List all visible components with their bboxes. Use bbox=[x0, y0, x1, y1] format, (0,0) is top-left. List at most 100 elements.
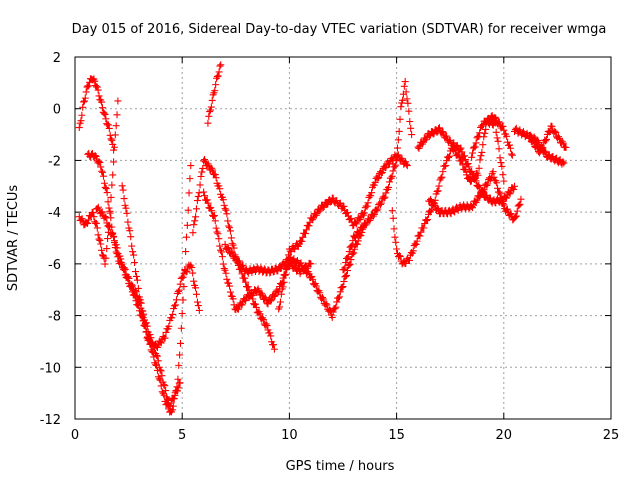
point-marker bbox=[368, 189, 376, 197]
point-marker bbox=[396, 115, 404, 123]
point-marker bbox=[477, 191, 485, 199]
chart-title: Day 015 of 2016, Sidereal Day-to-day VTE… bbox=[72, 22, 607, 37]
point-marker bbox=[512, 212, 520, 220]
point-marker bbox=[89, 76, 97, 84]
point-marker bbox=[396, 252, 404, 260]
point-marker bbox=[270, 292, 278, 300]
point-marker bbox=[200, 188, 208, 196]
point-marker bbox=[93, 224, 101, 232]
point-marker bbox=[91, 152, 99, 160]
point-marker bbox=[224, 244, 232, 252]
point-marker bbox=[106, 207, 114, 215]
point-marker bbox=[345, 248, 353, 256]
point-marker bbox=[342, 259, 350, 267]
y-tick-label: -4 bbox=[48, 206, 61, 221]
point-marker bbox=[226, 288, 234, 296]
point-marker bbox=[443, 132, 451, 140]
point-marker bbox=[215, 68, 223, 76]
point-marker bbox=[392, 238, 400, 246]
point-marker bbox=[221, 266, 229, 274]
y-tick-label: -10 bbox=[40, 361, 61, 376]
point-marker bbox=[276, 303, 284, 311]
point-marker bbox=[177, 324, 185, 332]
x-tick-label: 20 bbox=[496, 428, 513, 443]
point-marker bbox=[81, 94, 89, 102]
point-marker bbox=[503, 132, 511, 140]
point-marker bbox=[360, 209, 368, 217]
point-marker bbox=[496, 154, 504, 162]
point-marker bbox=[469, 170, 477, 178]
point-marker bbox=[499, 200, 507, 208]
point-marker bbox=[84, 219, 92, 227]
point-marker bbox=[131, 259, 139, 267]
point-marker bbox=[208, 164, 216, 172]
point-marker bbox=[481, 129, 489, 137]
point-marker bbox=[390, 225, 398, 233]
point-marker bbox=[403, 162, 411, 170]
point-marker bbox=[538, 146, 546, 154]
point-marker bbox=[216, 185, 224, 193]
point-marker bbox=[157, 382, 165, 390]
point-marker bbox=[363, 202, 371, 210]
point-marker bbox=[179, 296, 187, 304]
point-marker bbox=[374, 205, 382, 213]
point-marker bbox=[112, 122, 120, 130]
point-marker bbox=[124, 274, 132, 282]
point-marker bbox=[176, 379, 184, 387]
point-marker bbox=[369, 212, 377, 220]
point-marker bbox=[172, 387, 180, 395]
point-marker bbox=[495, 145, 503, 153]
point-marker bbox=[326, 306, 334, 314]
point-marker bbox=[502, 194, 510, 202]
point-marker bbox=[232, 253, 240, 261]
point-marker bbox=[194, 192, 202, 200]
point-marker bbox=[469, 149, 477, 157]
y-axis-label: SDTVAR / TECUs bbox=[6, 185, 21, 292]
point-marker bbox=[409, 247, 417, 255]
point-marker bbox=[165, 322, 173, 330]
point-marker bbox=[319, 203, 327, 211]
point-marker bbox=[185, 189, 193, 197]
point-marker bbox=[204, 119, 212, 127]
point-marker bbox=[155, 375, 163, 383]
point-marker bbox=[261, 294, 269, 302]
point-marker bbox=[197, 172, 205, 180]
point-marker bbox=[186, 175, 194, 183]
point-marker bbox=[339, 283, 347, 291]
point-marker bbox=[340, 266, 348, 274]
point-marker bbox=[211, 217, 219, 225]
point-marker bbox=[269, 341, 277, 349]
point-marker bbox=[316, 289, 324, 297]
point-marker bbox=[108, 181, 116, 189]
x-axis-label: GPS time / hours bbox=[286, 459, 395, 474]
point-marker bbox=[340, 277, 348, 285]
point-marker bbox=[227, 248, 235, 256]
point-marker bbox=[222, 206, 230, 214]
point-marker bbox=[497, 159, 505, 167]
point-marker bbox=[401, 78, 409, 86]
point-marker bbox=[402, 88, 410, 96]
point-marker bbox=[489, 168, 497, 176]
point-marker bbox=[123, 273, 131, 281]
point-marker bbox=[312, 282, 320, 290]
point-marker bbox=[78, 111, 86, 119]
point-marker bbox=[426, 132, 434, 140]
point-marker bbox=[93, 83, 101, 91]
point-marker bbox=[120, 266, 128, 274]
point-marker bbox=[169, 310, 177, 318]
point-marker bbox=[395, 127, 403, 135]
point-marker bbox=[417, 228, 425, 236]
point-marker bbox=[342, 272, 350, 280]
point-marker bbox=[94, 203, 102, 211]
point-marker bbox=[457, 144, 465, 152]
point-marker bbox=[267, 332, 275, 340]
point-marker bbox=[157, 339, 165, 347]
point-marker bbox=[195, 189, 203, 197]
point-marker bbox=[461, 155, 469, 163]
point-marker bbox=[404, 99, 412, 107]
point-marker bbox=[388, 207, 396, 215]
point-marker bbox=[331, 305, 339, 313]
point-marker bbox=[434, 204, 442, 212]
point-marker bbox=[323, 201, 331, 209]
point-marker bbox=[171, 302, 179, 310]
